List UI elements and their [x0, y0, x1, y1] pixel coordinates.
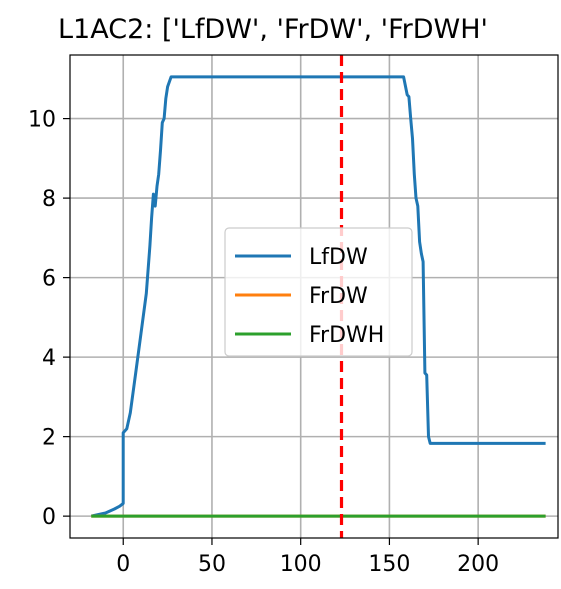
y-tick-label: 0	[42, 505, 56, 530]
legend: LfDW FrDW FrDWH	[224, 227, 413, 357]
y-tick-label: 4	[42, 346, 56, 371]
x-tick-label: 200	[457, 552, 499, 577]
series-layer	[90, 75, 546, 518]
x-tick-label: 0	[116, 552, 130, 577]
axis-ticks: 0 50 100 150 200 0 2 4 6 8 10	[28, 108, 499, 577]
y-tick-label: 10	[28, 108, 56, 133]
y-tick-label: 2	[42, 426, 56, 451]
x-tick-label: 50	[198, 552, 226, 577]
y-tick-label: 8	[42, 187, 56, 212]
plot-frame	[69, 54, 559, 539]
chart-title: L1AC2: ['LfDW', 'FrDW', 'FrDWH'	[58, 14, 488, 45]
x-tick-label: 100	[280, 552, 322, 577]
y-tick-label: 6	[42, 267, 56, 292]
legend-label: FrDW	[309, 284, 368, 309]
series-line-lfdw	[90, 75, 546, 518]
legend-box	[224, 227, 413, 357]
x-tick-label: 150	[368, 552, 410, 577]
legend-label: LfDW	[309, 245, 368, 270]
legend-label: FrDWH	[309, 323, 384, 348]
